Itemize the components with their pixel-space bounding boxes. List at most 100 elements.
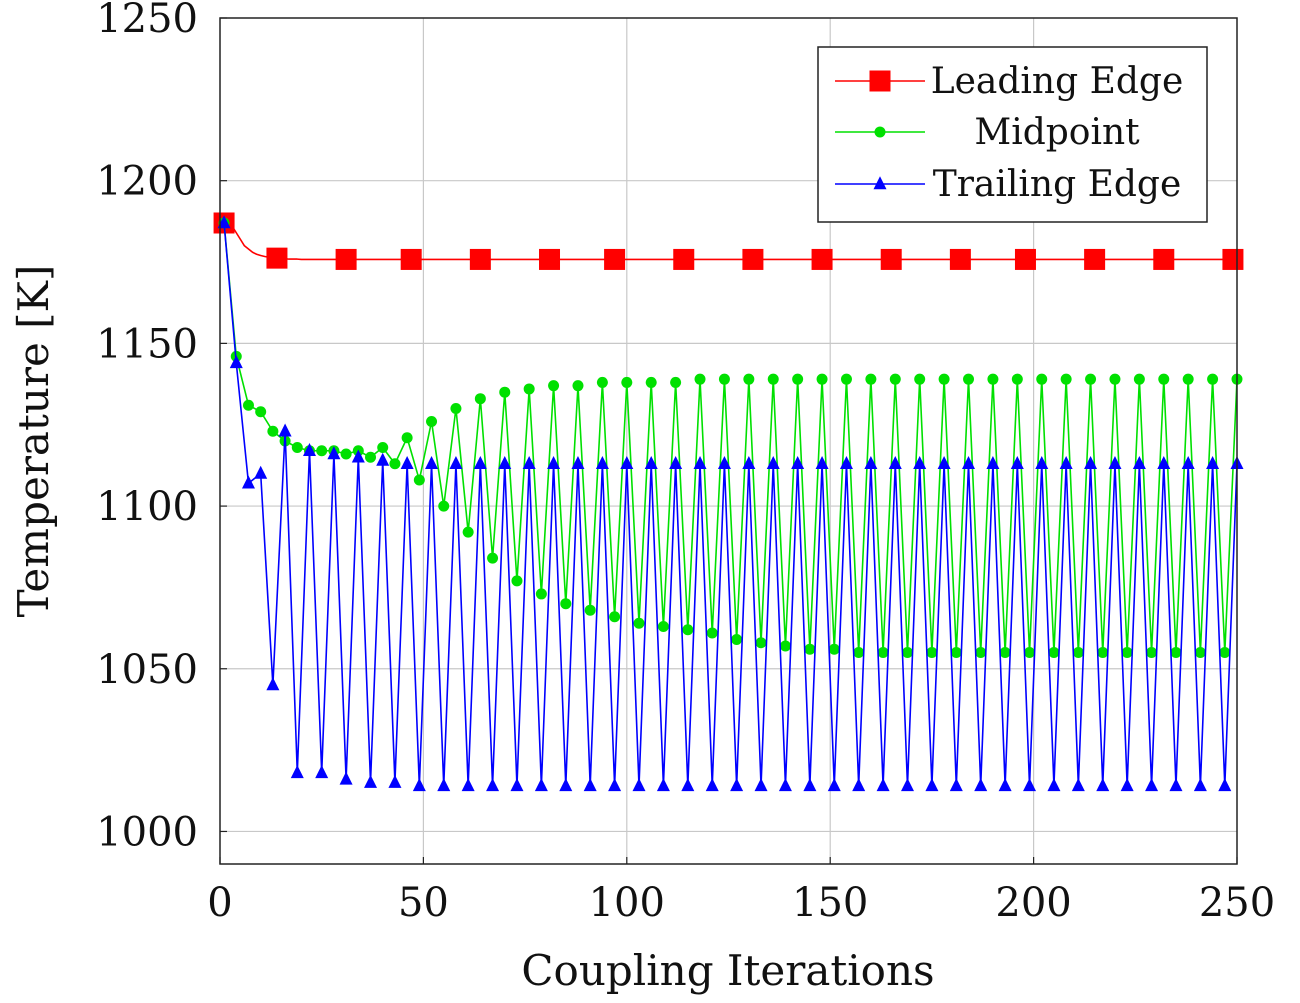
leading-edge-point	[674, 249, 694, 269]
legend-label: Leading Edge	[931, 61, 1184, 102]
trailing-edge-point	[364, 775, 377, 788]
midpoint-point	[1036, 374, 1047, 385]
y-tick-label: 1150	[96, 321, 198, 367]
midpoint-point	[1170, 647, 1181, 658]
trailing-edge-point	[938, 456, 951, 469]
midpoint-point	[804, 644, 815, 655]
trailing-edge-point	[1206, 456, 1219, 469]
midpoint-point	[560, 598, 571, 609]
midpoint-point	[902, 647, 913, 658]
trailing-edge-point	[1035, 456, 1048, 469]
y-tick-label: 1050	[96, 647, 198, 693]
midpoint-point	[1134, 374, 1145, 385]
midpoint-point	[402, 432, 413, 443]
trailing-edge-point	[864, 456, 877, 469]
trailing-edge-point	[974, 778, 987, 791]
midpoint-point	[414, 475, 425, 486]
midpoint-point	[914, 374, 925, 385]
midpoint-point	[1048, 647, 1059, 658]
leading-edge-point	[267, 248, 287, 268]
legend-swatch-marker	[870, 71, 890, 91]
trailing-edge-point	[913, 456, 926, 469]
midpoint-point	[719, 374, 730, 385]
midpoint-point	[389, 458, 400, 469]
midpoint-point	[780, 640, 791, 651]
trailing-edge-point	[681, 778, 694, 791]
midpoint-point	[963, 374, 974, 385]
midpoint-point	[865, 374, 876, 385]
midpoint-point	[536, 588, 547, 599]
trailing-edge-point	[730, 778, 743, 791]
midpoint-point	[841, 374, 852, 385]
leading-edge-point	[812, 249, 832, 269]
trailing-edge-point	[401, 456, 414, 469]
midpoint-point	[926, 647, 937, 658]
legend: Leading Edge Midpoint Trailing Edge	[818, 47, 1207, 222]
midpoint-point	[731, 634, 742, 645]
midpoint-point	[450, 403, 461, 414]
legend-label: Midpoint	[974, 112, 1140, 153]
midpoint-point	[597, 377, 608, 388]
midpoint-point	[670, 377, 681, 388]
legend-swatch-marker	[875, 127, 886, 138]
midpoint-point	[572, 380, 583, 391]
midpoint-point	[878, 647, 889, 658]
y-tick-labels: 100010501100115012001250	[96, 0, 227, 855]
y-tick-label: 1250	[96, 0, 198, 42]
leading-edge-point	[470, 249, 490, 269]
trailing-edge-point	[950, 778, 963, 791]
midpoint-point	[1061, 374, 1072, 385]
trailing-edge-point	[1194, 778, 1207, 791]
legend-label: Trailing Edge	[933, 164, 1182, 205]
trailing-edge-point	[706, 778, 719, 791]
trailing-edge-point	[1133, 456, 1146, 469]
midpoint-point	[1085, 374, 1096, 385]
trailing-edge-point	[1011, 456, 1024, 469]
trailing-edge-point	[779, 778, 792, 791]
midpoint-point	[817, 374, 828, 385]
trailing-edge-point	[999, 778, 1012, 791]
trailing-edge-point	[291, 765, 304, 778]
midpoint-point	[890, 374, 901, 385]
trailing-edge-point	[803, 778, 816, 791]
trailing-edge-point	[657, 778, 670, 791]
midpoint-point	[682, 624, 693, 635]
x-tick-label: 200	[995, 880, 1071, 926]
trailing-edge-point	[462, 778, 475, 791]
midpoint-point	[646, 377, 657, 388]
midpoint-point	[707, 627, 718, 638]
leading-edge-point	[743, 249, 763, 269]
series-layer	[214, 213, 1243, 791]
y-tick-label: 1000	[96, 809, 198, 855]
trailing-edge-point	[1060, 456, 1073, 469]
leading-edge-point	[1154, 249, 1174, 269]
trailing-edge-point	[437, 778, 450, 791]
midpoint-point	[365, 452, 376, 463]
y-tick-label: 1100	[96, 484, 198, 530]
midpoint-point	[939, 374, 950, 385]
midpoint-point	[1024, 647, 1035, 658]
trailing-edge-point	[486, 778, 499, 791]
trailing-edge-point	[608, 778, 621, 791]
trailing-edge-point	[1121, 778, 1134, 791]
midpoint-point	[768, 374, 779, 385]
midpoint-point	[609, 611, 620, 622]
midpoint-point	[1097, 647, 1108, 658]
midpoint-point	[1183, 374, 1194, 385]
y-axis-label: Temperature [K]	[9, 265, 58, 618]
trailing-edge-point	[279, 423, 292, 436]
leading-edge-point	[1015, 249, 1035, 269]
midpoint-point	[1012, 374, 1023, 385]
midpoint-point	[951, 647, 962, 658]
trailing-edge-point	[1145, 778, 1158, 791]
trailing-edge-point	[266, 677, 279, 690]
leading-edge-point	[950, 249, 970, 269]
midpoint-point	[621, 377, 632, 388]
trailing-edge-point	[559, 778, 572, 791]
trailing-edge-point	[1072, 778, 1085, 791]
trailing-edge-point	[315, 765, 328, 778]
midpoint-point	[524, 383, 535, 394]
leading-edge-point	[1085, 249, 1105, 269]
trailing-edge-point	[254, 466, 267, 479]
